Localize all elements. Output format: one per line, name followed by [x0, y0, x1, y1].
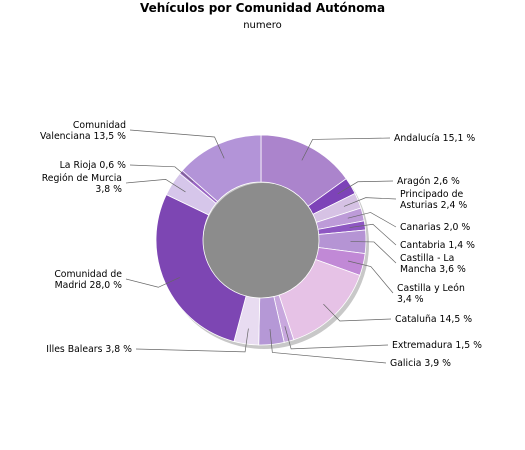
slice-label: Comunidad Valenciana 13,5 % [40, 120, 126, 142]
donut-inner-shadow [203, 183, 323, 303]
slice-label: Principado de Asturias 2,4 % [400, 189, 467, 211]
slice-label: Cataluña 14,5 % [395, 314, 472, 325]
leader-line [125, 277, 180, 288]
slice-label: Canarias 2,0 % [400, 222, 470, 233]
leader-line [135, 328, 249, 353]
slice-label: Extremadura 1,5 % [392, 340, 482, 351]
slice-label: Castilla - La Mancha 3,6 % [400, 253, 466, 275]
slice-label: Andalucía 15,1 % [394, 133, 475, 144]
slice-label: Galicia 3,9 % [390, 358, 451, 369]
donut-slice [155, 194, 247, 342]
leader-line [129, 129, 225, 159]
leader-line [337, 180, 394, 195]
donut-slice [181, 134, 262, 203]
leader-line [129, 164, 194, 183]
leader-line [343, 197, 397, 207]
slice-label: Aragón 2,6 % [397, 176, 460, 187]
leader-line [347, 212, 397, 228]
leader-line [349, 223, 397, 246]
slice-group [155, 134, 369, 349]
leader-line [301, 137, 391, 161]
leader-line [284, 326, 389, 350]
slice-label: Illes Balears 3,8 % [46, 344, 132, 355]
chart-title: Vehículos por Comunidad Autónoma [139, 1, 386, 15]
leader-line [323, 303, 392, 322]
leader-line [269, 329, 387, 364]
slice-label: Cantabria 1,4 % [400, 240, 475, 251]
chart-subtitle: numero [243, 20, 282, 31]
leader-line [350, 241, 397, 264]
label-group: Andalucía 15,1 % Aragón 2,6 % Principado d… [40, 120, 482, 369]
slice-label: Castilla y León 3,4 % [397, 283, 465, 305]
leader-line [125, 178, 186, 193]
slice-label: Región de Murcia 3,8 % [42, 173, 122, 195]
slice-label: Comunidad de Madrid 28,0 % [54, 269, 122, 291]
leader-line [347, 260, 394, 294]
slice-label: La Rioja 0,6 % [60, 160, 127, 171]
